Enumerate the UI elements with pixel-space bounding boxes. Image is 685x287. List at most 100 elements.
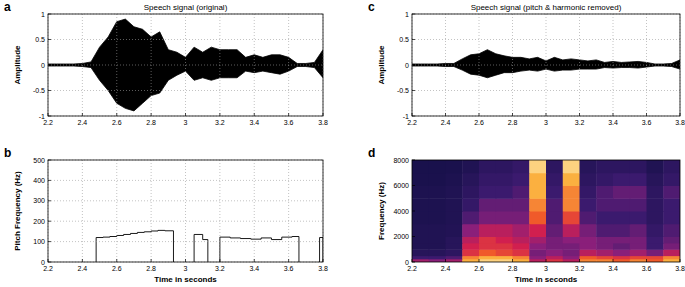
x-tick [646, 259, 647, 262]
heat-cell [580, 243, 597, 250]
x-tick [323, 259, 324, 262]
heat-cell [613, 173, 630, 186]
heat-cell [429, 211, 446, 224]
panel-letter: a [4, 0, 11, 14]
grid-line [48, 180, 323, 181]
heat-cell [630, 224, 647, 237]
heat-cell [412, 186, 429, 199]
y-tick-label: 300 [33, 197, 45, 204]
y-tick-label: 0 [405, 259, 409, 266]
heat-cell [496, 186, 513, 199]
heat-cell [580, 160, 597, 173]
heat-cell [496, 249, 513, 256]
y-tick [412, 160, 415, 161]
heat-cell [563, 224, 580, 237]
heat-cell [647, 249, 664, 256]
pitch-step [110, 236, 117, 237]
heat-cell [446, 186, 463, 199]
y-tick [412, 236, 415, 237]
x-tick [82, 259, 83, 262]
heat-cell [496, 237, 513, 244]
waveform-upper [48, 19, 323, 65]
heat-cell [462, 198, 479, 211]
pitch-step [194, 234, 203, 235]
y-tick [412, 14, 415, 15]
heat-cell [630, 211, 647, 224]
heat-cell [546, 186, 563, 199]
grid-line [512, 14, 513, 116]
heat-cell [446, 211, 463, 224]
heat-cell [412, 160, 429, 173]
x-tick-label: 2.6 [112, 265, 122, 272]
heat-cell [529, 173, 546, 186]
pitch-step [261, 237, 271, 238]
x-tick-label: 2.2 [407, 265, 417, 272]
pitch-step [124, 234, 131, 235]
heat-cell [446, 224, 463, 237]
heat-cell [462, 173, 479, 186]
grid-line [151, 160, 152, 262]
heat-cell [613, 256, 630, 260]
y-tick [412, 90, 415, 91]
x-tick [288, 259, 289, 262]
plot-frame [412, 14, 680, 116]
step-riser [202, 234, 203, 239]
plot-bg [48, 14, 323, 116]
heat-cell [663, 256, 680, 260]
pitch-step [151, 230, 158, 231]
x-tick [412, 259, 413, 262]
x-tick [680, 113, 681, 116]
heat-cell [596, 256, 613, 260]
x-tick [479, 259, 480, 262]
heat-cell [529, 249, 546, 256]
grid-line [254, 160, 255, 262]
heat-cell [546, 224, 563, 237]
heat-cell [663, 249, 680, 256]
panel-letter: b [4, 146, 11, 160]
x-tick [512, 259, 513, 262]
x-tick-label: 2.2 [43, 119, 53, 126]
pitch-step [292, 236, 299, 237]
heat-cell [496, 243, 513, 250]
x-tick [116, 113, 117, 116]
y-tick [412, 65, 415, 66]
y-tick [48, 160, 51, 161]
x-tick [546, 113, 547, 116]
x-tick-label: 2.4 [78, 119, 88, 126]
x-tick [445, 259, 446, 262]
grid-line [48, 39, 323, 40]
y-tick [48, 90, 51, 91]
heat-cell [513, 211, 530, 224]
step-fall [298, 237, 299, 263]
x-tick [579, 259, 580, 262]
y-tick-label: 4000 [393, 208, 409, 215]
plot-bg [412, 14, 680, 116]
grid-line [82, 14, 83, 116]
heat-cell [647, 256, 664, 260]
heat-cell [429, 237, 446, 244]
y-tick [48, 221, 51, 222]
panel-letter: c [368, 0, 375, 14]
x-tick-label: 3.6 [284, 119, 294, 126]
x-tick-label: 2.8 [146, 265, 156, 272]
x-tick-label: 3.8 [675, 265, 685, 272]
x-tick [151, 259, 152, 262]
heat-cell [446, 160, 463, 173]
heat-cell [663, 224, 680, 237]
heat-cell [412, 198, 429, 211]
heat-cell [596, 243, 613, 250]
x-tick-label: 3.8 [318, 119, 328, 126]
x-tick-label: 3.4 [249, 265, 259, 272]
heat-cell [479, 224, 496, 237]
pitch-step [203, 239, 208, 240]
heat-cell [529, 237, 546, 244]
pitch-step [230, 237, 240, 238]
plot-bg [48, 160, 323, 262]
heat-cell [529, 198, 546, 211]
x-tick [445, 113, 446, 116]
pitch-step [131, 233, 138, 234]
grid-line [48, 200, 323, 201]
heat-cell [462, 186, 479, 199]
heat-cell [479, 249, 496, 256]
x-tick-label: 3 [544, 265, 548, 272]
